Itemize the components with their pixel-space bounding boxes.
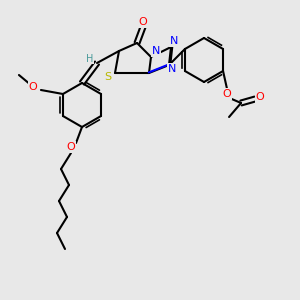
Text: O: O — [256, 92, 264, 102]
Text: N: N — [152, 46, 160, 56]
Text: N: N — [170, 36, 178, 46]
Text: H: H — [86, 54, 94, 64]
Text: N: N — [168, 64, 176, 74]
Text: O: O — [223, 89, 231, 99]
Text: S: S — [104, 72, 112, 82]
Text: O: O — [28, 82, 37, 92]
Text: O: O — [139, 17, 147, 27]
Text: O: O — [67, 142, 75, 152]
